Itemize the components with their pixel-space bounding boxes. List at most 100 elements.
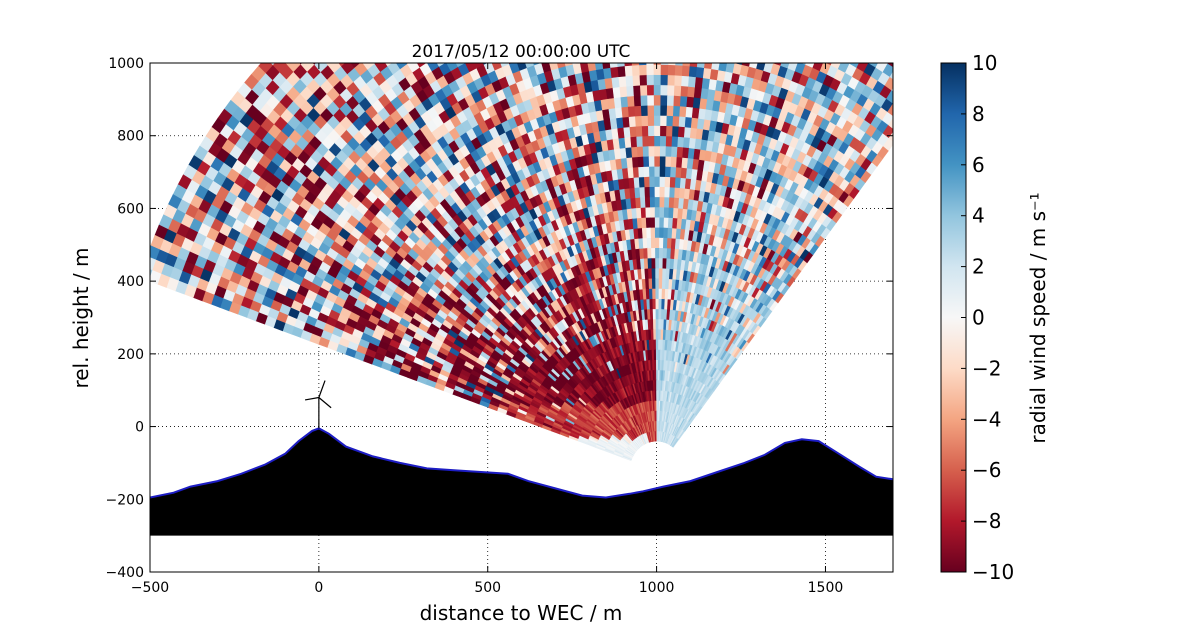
scan-cell: [669, 176, 676, 188]
scan-cell: [269, 63, 275, 66]
scan-cell: [630, 34, 638, 45]
scan-cell: [751, 47, 761, 59]
scan-cell: [653, 186, 660, 198]
scan-cell: [532, 63, 541, 66]
scan-cell: [746, 35, 756, 47]
scan-cell: [644, 196, 651, 208]
scan-cell: [273, 42, 287, 57]
scan-cell: [395, 63, 408, 70]
colorbar-tick-label: 10: [972, 51, 997, 75]
scan-cell: [298, 63, 303, 65]
scan-cell: [685, 96, 694, 108]
scan-cell: [667, 217, 673, 229]
scan-cell: [548, 63, 559, 71]
scan-cell: [892, 46, 904, 60]
scan-cell: [655, 318, 659, 330]
scan-cell: [658, 277, 663, 289]
scan-cell: [724, 63, 735, 74]
colorbar-tick-label: 2: [972, 255, 985, 279]
scan-cell: [631, 63, 640, 66]
x-tick-label: 500: [474, 580, 501, 596]
scan-cell: [885, 41, 897, 55]
scan-cell: [659, 155, 666, 167]
scan-cell: [399, 28, 412, 42]
scan-cell: [479, 30, 490, 43]
scan-cell: [683, 126, 691, 138]
y-tick-label: 600: [117, 201, 144, 217]
wind-turbine-icon: [304, 380, 332, 429]
scan-cell: [654, 288, 659, 299]
scan-cell: [660, 64, 669, 76]
scan-cell: [647, 135, 655, 147]
scan-cell: [628, 115, 636, 128]
scan-cell: [653, 145, 661, 157]
scan-cell: [655, 328, 659, 340]
scan-cell: [889, 70, 893, 80]
scan-cell: [659, 74, 668, 86]
scan-cell: [653, 155, 660, 167]
scan-cell: [646, 84, 654, 96]
scan-cell: [666, 84, 675, 96]
scan-cell: [640, 104, 648, 117]
scan-cell: [772, 63, 782, 66]
scan-cell: [658, 206, 665, 218]
scan-cell: [658, 196, 665, 208]
scan-cell: [703, 63, 713, 70]
scan-cell: [741, 63, 750, 67]
scan-cell: [436, 63, 446, 68]
scan-cell: [635, 125, 643, 137]
scan-cell: [654, 227, 660, 238]
scan-cell: [631, 74, 641, 87]
turbine-blade: [318, 380, 326, 398]
scan-cell: [684, 116, 692, 128]
scan-cell: [695, 66, 705, 79]
scan-cell: [654, 247, 660, 259]
plot-frame: [149, 62, 894, 573]
scan-cell: [646, 44, 654, 54]
scan-cell: [627, 105, 636, 118]
scan-cell: [667, 64, 676, 76]
x-axis: −500 0 500 1000 1500: [131, 63, 844, 596]
scan-cell: [868, 63, 869, 64]
scan-cell: [365, 27, 378, 41]
y-tick-label: 1000: [108, 56, 144, 72]
scan-cell: [684, 106, 693, 118]
scan-cell: [637, 166, 645, 178]
scan-cell: [894, 121, 906, 134]
scan-cell: [672, 95, 681, 107]
scan-cell: [694, 76, 703, 89]
scan-cell: [679, 85, 689, 97]
scan-cell: [830, 63, 841, 70]
turbine-blade: [304, 396, 319, 401]
scan-cell: [662, 227, 668, 239]
scan-cell: [632, 84, 641, 97]
scan-cell: [665, 125, 673, 137]
scan-cell: [678, 105, 687, 118]
scan-cell: [626, 95, 635, 107]
scan-cell: [330, 30, 344, 45]
scan-cell: [910, 83, 922, 97]
scan-cell: [848, 63, 850, 64]
scan-cell: [661, 34, 669, 44]
scan-cell: [856, 63, 869, 73]
scan-cell: [653, 94, 661, 106]
scan-cell: [323, 36, 337, 51]
scan-cell: [426, 63, 439, 72]
scan-cell: [797, 30, 808, 43]
scan-cell: [668, 34, 676, 45]
scan-cell: [776, 44, 786, 56]
scan-cell: [648, 155, 655, 167]
scan-cell: [645, 74, 654, 86]
scan-cell: [654, 277, 659, 289]
scan-cell: [772, 63, 774, 64]
scan-cell: [653, 166, 660, 177]
scan-cell: [650, 257, 656, 269]
y-tick-label: 0: [135, 420, 144, 436]
x-tick-label: 1000: [639, 580, 675, 596]
scan-cell: [684, 35, 692, 46]
scan-cell: [309, 35, 323, 50]
scan-cell: [658, 267, 663, 279]
scan-cell: [666, 74, 675, 86]
scan-cell: [653, 34, 661, 44]
x-tick-label: 1500: [808, 580, 844, 596]
